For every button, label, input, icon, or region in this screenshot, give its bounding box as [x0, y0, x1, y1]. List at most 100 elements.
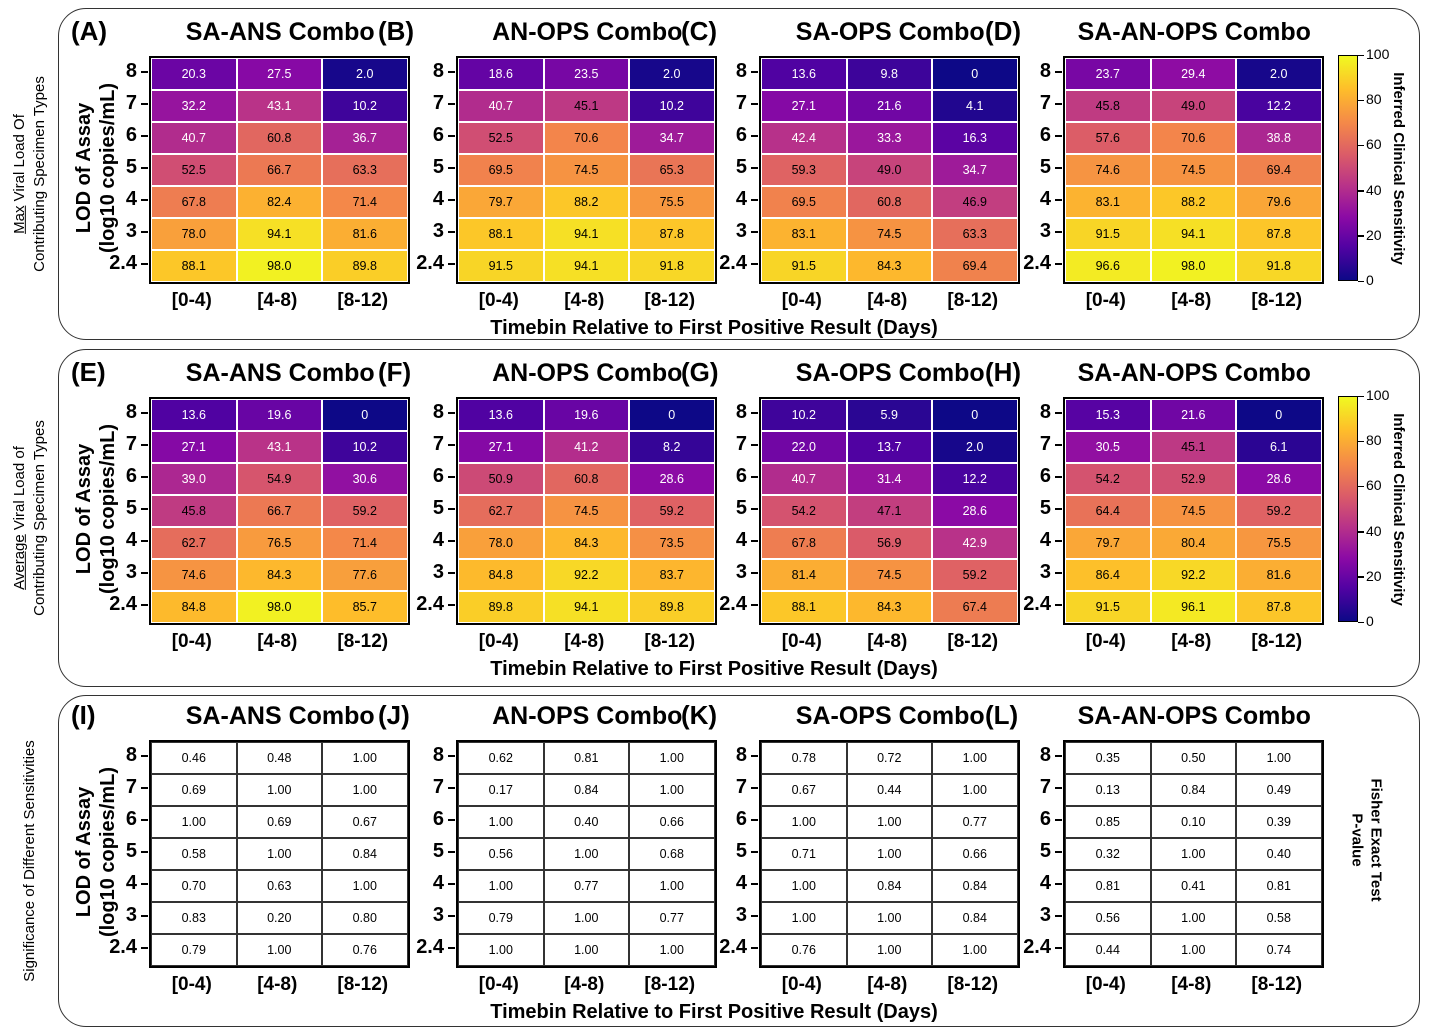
- heatmap-cell: 13.6: [761, 58, 847, 90]
- heatmap-cell: 10.2: [322, 90, 408, 122]
- heatmap-cell: 88.2: [543, 186, 629, 218]
- heatmap-cell: 9.8: [846, 58, 932, 90]
- y-tick-mark: [751, 263, 758, 265]
- heatmap-cell: 81.4: [761, 559, 847, 591]
- y-tick-mark: [141, 167, 148, 169]
- heatmap-cell: 1.00: [458, 934, 544, 966]
- heatmap-cell: 0.85: [1065, 806, 1151, 838]
- y-tick-label: 2.4: [719, 936, 747, 958]
- x-tick-label: [8-12): [337, 974, 389, 995]
- heatmap-cell: 1.00: [761, 870, 847, 902]
- y-tick-mark: [448, 199, 455, 201]
- heatmap-cell: 0.58: [151, 838, 237, 870]
- y-tick-mark: [448, 883, 455, 885]
- heatmap-cell: 47.1: [846, 495, 932, 527]
- heatmap-cell: 0.41: [1150, 870, 1236, 902]
- y-axis-title: LOD of Assay (log10 copies/mL): [72, 48, 120, 288]
- panel-l-grid: 0.35 0.50 1.00 0.13 0.84 0.49 0.85 0.10 0.39 0.32…: [1063, 740, 1324, 968]
- x-tick-label: [0-4): [781, 631, 822, 652]
- x-tick-label: [8-12): [644, 974, 696, 995]
- heatmap-cell: 0.20: [236, 902, 322, 934]
- heatmap-cell: 91.5: [761, 250, 847, 282]
- heatmap-cell: 88.2: [1150, 186, 1236, 218]
- panel-j-title: AN-OPS Combo: [492, 702, 683, 730]
- heatmap-cell: 6.1: [1236, 431, 1322, 463]
- y-tick-label: 6: [125, 124, 137, 146]
- y-tick-mark: [1055, 71, 1062, 73]
- heatmap-cell: 0.49: [1236, 774, 1322, 806]
- heatmap-cell: 10.2: [629, 90, 715, 122]
- colorbar-tick-label: 40: [1366, 522, 1382, 539]
- y-tick-label: 8: [432, 401, 444, 423]
- x-tick-label: [8-12): [947, 290, 999, 311]
- y-tick-label: 3: [735, 220, 747, 242]
- y-tick-label: 7: [735, 92, 747, 114]
- heatmap-cell: 0.13: [1065, 774, 1151, 806]
- heatmap-cell: 1.00: [846, 838, 932, 870]
- row-title-text: Viral Load of: [10, 446, 28, 535]
- y-tick-label: 4: [125, 872, 137, 894]
- x-tick-label: [4-8): [867, 290, 908, 311]
- heatmap-cell: 60.8: [236, 122, 322, 154]
- y-tick-label: 3: [1039, 904, 1051, 926]
- panel-j-grid: 0.62 0.81 1.00 0.17 0.84 1.00 1.00 0.40 0.66 0.56…: [456, 740, 717, 968]
- heatmap-cell: 1.00: [846, 934, 932, 966]
- y-tick-mark: [751, 167, 758, 169]
- heatmap-cell: 12.2: [1236, 90, 1322, 122]
- heatmap-cell: 1.00: [543, 838, 629, 870]
- y-tick-label: 5: [432, 156, 444, 178]
- panel-e-letter: (E): [71, 357, 106, 387]
- heatmap-cell: 77.6: [322, 559, 408, 591]
- heatmap-cell: 98.0: [236, 591, 322, 623]
- heatmap-cell: 8.2: [629, 431, 715, 463]
- heatmap-cell: 89.8: [322, 250, 408, 282]
- heatmap-cell: 0.76: [761, 934, 847, 966]
- y-tick-label: 6: [432, 465, 444, 487]
- heatmap-cell: 28.6: [932, 495, 1018, 527]
- y-tick-label: 7: [1039, 776, 1051, 798]
- heatmap-cell: 0.76: [322, 934, 408, 966]
- y-tick-mark: [1055, 508, 1062, 510]
- y-tick-label: 8: [1039, 744, 1051, 766]
- y-tick-label: 6: [735, 465, 747, 487]
- y-tick-mark: [751, 572, 758, 574]
- heatmap-cell: 0.71: [761, 838, 847, 870]
- x-tick-label: [4-8): [1171, 631, 1212, 652]
- heatmap-cell: 59.2: [629, 495, 715, 527]
- panel-a-letter: (A): [71, 16, 108, 46]
- heatmap-cell: 0.68: [629, 838, 715, 870]
- y-tick-mark: [751, 755, 758, 757]
- panel-b-grid: 18.6 23.5 2.0 40.7 45.1 10.2 52.5 70.6 34.7 69.5 7…: [456, 56, 717, 284]
- row-title-line1: Max Viral Load Of: [10, 76, 30, 272]
- colorbar-tick-mark: [1358, 576, 1364, 578]
- heatmap-cell: 27.1: [151, 431, 237, 463]
- heatmap-cell: 74.6: [151, 559, 237, 591]
- y-tick-label: 3: [125, 561, 137, 583]
- heatmap-cell: 66.7: [236, 154, 322, 186]
- heatmap-cell: 1.00: [236, 838, 322, 870]
- panel-k-letter: (K): [681, 700, 718, 730]
- heatmap-cell: 0.40: [543, 806, 629, 838]
- y-tick-label: 6: [1039, 808, 1051, 830]
- heatmap-cell: 1.00: [629, 742, 715, 774]
- y-tick-label: 2.4: [719, 593, 747, 615]
- y-tick-label: 8: [125, 401, 137, 423]
- heatmap-cell: 0.80: [322, 902, 408, 934]
- heatmap-cell: 79.6: [1236, 186, 1322, 218]
- x-tick-label: [4-8): [257, 974, 298, 995]
- colorbar-tick-mark: [1358, 99, 1364, 102]
- y-tick-mark: [1055, 604, 1062, 606]
- heatmap-cell: 98.0: [236, 250, 322, 282]
- panel-d-title: SA-AN-OPS Combo: [1077, 18, 1311, 46]
- y-tick-mark: [448, 572, 455, 574]
- heatmap-cell: 74.6: [1065, 154, 1151, 186]
- colorbar-tick-label: 20: [1366, 567, 1382, 584]
- x-tick-label: [8-12): [1251, 631, 1303, 652]
- y-tick-mark: [1055, 883, 1062, 885]
- y-tick-label: 3: [432, 561, 444, 583]
- y-axis-title-line1: LOD of Assay: [73, 443, 95, 575]
- y-tick-label: 2.4: [1023, 936, 1051, 958]
- heatmap-cell: 88.1: [458, 218, 544, 250]
- heatmap-cell: 30.6: [322, 463, 408, 495]
- heatmap-cell: 91.8: [1236, 250, 1322, 282]
